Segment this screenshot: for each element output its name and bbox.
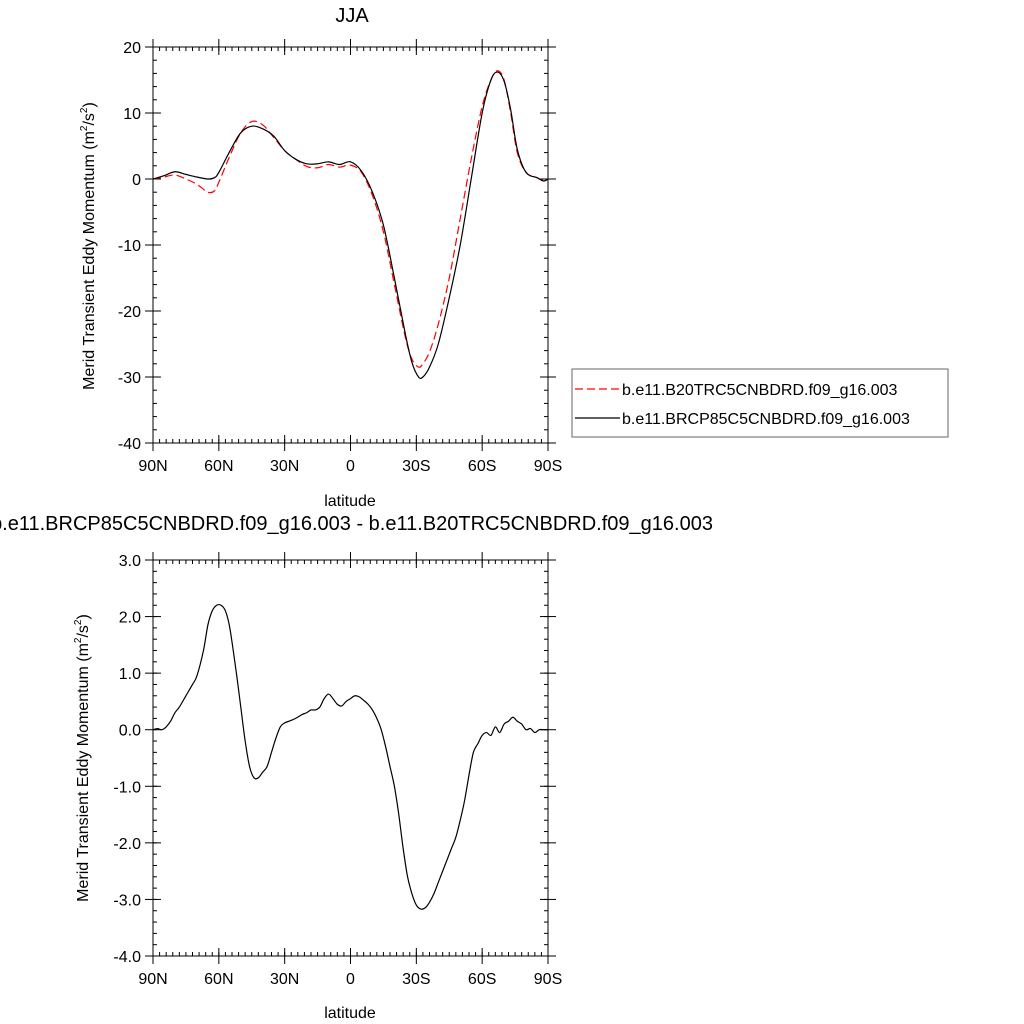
bottom-chart-lines — [152, 603, 548, 910]
bottom-chart-title: b.e11.BRCP85C5CNBDRD.f09_g16.003 - b.e11… — [0, 513, 713, 535]
top-chart-ylabel-unit-base: m — [81, 131, 98, 144]
bottom-chart-ylabel-unit-base: m — [75, 643, 92, 656]
bottom-chart-xtick-label: 0 — [346, 971, 355, 988]
bottom-chart-ytick-label: 2.0 — [119, 610, 141, 627]
legend-label-series-2: b.e11.BRCP85C5CNBDRD.f09_g16.003 — [622, 411, 910, 428]
top-chart-xtick-label: 90N — [138, 458, 167, 475]
bottom-chart-xtick-label: 30S — [402, 971, 430, 988]
top-chart-ytick-label: -10 — [118, 238, 141, 255]
bottom-chart-xtick-label: 60S — [468, 971, 496, 988]
top-chart-ylabel-unit-sep: /s — [81, 113, 98, 125]
top-chart-ytick-label: -40 — [118, 436, 141, 453]
top-chart: JJA Merid Transient Eddy Momentum (m2/s2… — [79, 5, 562, 510]
bottom-chart-ylabel: Merid Transient Eddy Momentum (m2/s2) — [73, 614, 92, 902]
top-chart-ylabel: Merid Transient Eddy Momentum (m2/s2) — [79, 102, 98, 390]
bottom-chart-xtick-label: 90N — [138, 971, 167, 988]
top-chart-xlabel: latitude — [324, 493, 376, 510]
bottom-chart-series-line-1 — [152, 603, 548, 910]
bottom-chart-ylabel-unit-exp2: 2 — [73, 619, 84, 625]
bottom-chart-ytick-label: -1.0 — [113, 779, 141, 796]
bottom-chart-ytick-label: 0.0 — [119, 723, 141, 740]
bottom-chart-ytick-label: 1.0 — [119, 666, 141, 683]
bottom-chart-ylabel-unit-sep: /s — [75, 625, 92, 637]
top-chart-ticks: 20 10 0 -10 -20 -30 -40 90N 60N 30N 0 30S 60S 90S — [118, 39, 562, 475]
top-chart-xtick-label: 90S — [534, 458, 562, 475]
legend-box — [571, 368, 949, 438]
bottom-chart-xtick-label: 30N — [270, 971, 299, 988]
bottom-chart-xtick-label: 90S — [534, 971, 562, 988]
bottom-chart-frame — [152, 559, 549, 957]
bottom-chart: b.e11.BRCP85C5CNBDRD.f09_g16.003 - b.e11… — [0, 513, 713, 1022]
bottom-chart-xlabel: latitude — [324, 1005, 376, 1022]
top-chart-ytick-label: 20 — [123, 40, 141, 57]
top-chart-ytick-label: 0 — [132, 172, 141, 189]
top-chart-lines — [152, 70, 549, 380]
bottom-chart-ylabel-unit-exp1: 2 — [73, 637, 84, 643]
top-chart-xtick-label: 30S — [402, 458, 430, 475]
bottom-chart-ytick-label: -2.0 — [113, 836, 141, 853]
top-chart-ytick-label: -20 — [118, 304, 141, 321]
bottom-chart-ylabel-text: Merid Transient Eddy Momentum — [75, 666, 92, 902]
top-chart-xtick-label: 0 — [346, 458, 355, 475]
top-chart-ylabel-text: Merid Transient Eddy Momentum — [81, 154, 98, 390]
bottom-chart-xtick-label: 60N — [204, 971, 233, 988]
top-chart-ylabel-unit-exp2: 2 — [79, 107, 90, 113]
top-chart-series-line-2 — [152, 71, 549, 380]
bottom-chart-ytick-label: 3.0 — [119, 553, 141, 570]
top-chart-ytick-label: -30 — [118, 370, 141, 387]
top-chart-ylabel-unit-exp1: 2 — [79, 125, 90, 131]
top-chart-ytick-label: 10 — [123, 106, 141, 123]
top-chart-xtick-label: 60S — [468, 458, 496, 475]
top-chart-xtick-label: 30N — [270, 458, 299, 475]
legend: b.e11.B20TRC5CNBDRD.f09_g16.003 b.e11.BR… — [571, 368, 949, 438]
top-chart-xtick-label: 60N — [204, 458, 233, 475]
bottom-chart-ytick-label: -4.0 — [113, 949, 141, 966]
top-chart-title: JJA — [335, 5, 369, 27]
bottom-chart-ytick-label: -3.0 — [113, 892, 141, 909]
bottom-chart-ticks: 3.0 2.0 1.0 0.0 -1.0 -2.0 -3.0 -4.0 90N 60N 30N 0 30… — [113, 552, 562, 988]
top-chart-series-line-1 — [152, 70, 549, 368]
legend-label-series-1: b.e11.B20TRC5CNBDRD.f09_g16.003 — [622, 382, 898, 399]
top-chart-frame — [152, 46, 549, 444]
